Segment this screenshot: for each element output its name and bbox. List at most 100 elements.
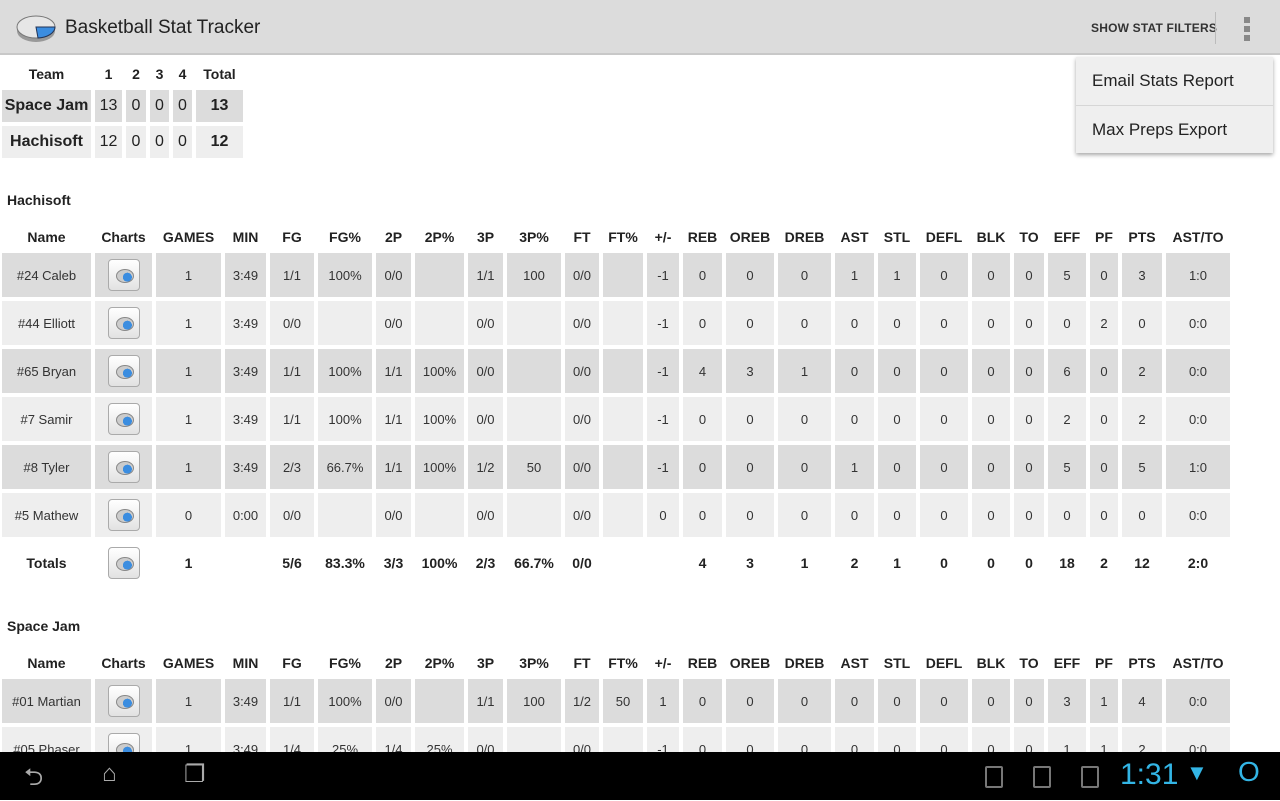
stat-cell: 100% [318, 253, 372, 297]
column-header: DEFL [925, 229, 963, 245]
column-header: MIN [232, 655, 259, 671]
stat-cell: 0/0 [565, 493, 599, 537]
scoreboard-cell: 0 [150, 126, 169, 158]
stat-cell: 3/3 [383, 555, 404, 571]
column-header: TO [1019, 655, 1039, 671]
column-header: BLK [976, 655, 1006, 671]
show-stat-filters-button[interactable]: SHOW STAT FILTERS [1091, 21, 1218, 35]
player-name: #01 Martian [2, 679, 91, 723]
scoreboard-header-cell: 1 [104, 66, 113, 82]
stat-cell: 0/0 [376, 301, 411, 345]
stat-cell: 0 [726, 301, 774, 345]
column-header: TO [1019, 229, 1039, 245]
stat-cell: 1 [184, 555, 193, 571]
stat-cell: 1/1 [376, 397, 411, 441]
column-header: 3P% [519, 655, 549, 671]
stat-cell: 0 [778, 493, 831, 537]
player-row: #65 Bryan 1 3:49 1/1 100% 1/1 100% 0/0 0/0 -1 4 3 1 0… [2, 349, 1230, 393]
column-header-row: Name Charts GAMES MIN FG FG% 2P 2P% 3P 3P% FT FT% +/… [2, 651, 1230, 675]
stat-cell: 3 [746, 555, 754, 571]
stat-cell: 0 [778, 445, 831, 489]
stat-cell: 0 [972, 397, 1010, 441]
player-name: #8 Tyler [2, 445, 91, 489]
charts-cell [95, 301, 152, 345]
back-icon[interactable]: ⮌ [24, 764, 44, 791]
menu-item-max-preps-export[interactable]: Max Preps Export [1076, 105, 1273, 153]
stat-cell: 4 [1122, 679, 1162, 723]
stat-cell: 0:00 [225, 493, 266, 537]
stat-cell: 1 [878, 253, 916, 297]
stat-cell: 66.7% [514, 555, 554, 571]
stat-cell: 100% [318, 349, 372, 393]
column-header: Charts [101, 229, 146, 245]
stat-cell [507, 349, 561, 393]
stat-cell: 0 [878, 679, 916, 723]
stat-cell: 0 [878, 493, 916, 537]
stat-cell: 0 [835, 679, 874, 723]
stat-cell: 1/1 [376, 349, 411, 393]
stat-cell: 0 [987, 555, 995, 571]
column-header: FG [282, 229, 302, 245]
column-header: AST/TO [1172, 229, 1224, 245]
stat-cell: 0 [972, 349, 1010, 393]
column-header: FG% [329, 655, 361, 671]
divider [1215, 12, 1216, 44]
column-header: EFF [1053, 655, 1081, 671]
team-stats-table: Name Charts GAMES MIN FG FG% 2P 2P% 3P 3P% FT FT% +/… [0, 221, 1234, 589]
column-header: FT [573, 655, 591, 671]
stat-cell [603, 253, 643, 297]
charts-button-icon[interactable] [107, 547, 140, 579]
stat-cell: 1:0 [1166, 445, 1230, 489]
stat-cell: 1/1 [270, 679, 314, 723]
charts-button-icon[interactable] [107, 451, 140, 483]
stat-cell: 0 [683, 679, 722, 723]
stat-cell: 3:49 [225, 445, 266, 489]
stat-cell [415, 301, 464, 345]
stat-cell: 0 [683, 397, 722, 441]
stat-cell: 83.3% [325, 555, 365, 571]
stat-cell [603, 541, 643, 585]
stat-cell: 0 [1025, 555, 1033, 571]
charts-button-icon[interactable] [107, 259, 140, 291]
stat-cell: 100% [415, 349, 464, 393]
player-row: #7 Samir 1 3:49 1/1 100% 1/1 100% 0/0 0/0 -1 0 0 0 0 0… [2, 397, 1230, 441]
stat-cell: 1 [647, 679, 679, 723]
column-header: 2P [384, 655, 403, 671]
charts-cell [95, 349, 152, 393]
stat-cell: 0 [778, 679, 831, 723]
charts-button-icon[interactable] [107, 307, 140, 339]
charts-cell [95, 397, 152, 441]
stat-cell: 1/2 [565, 679, 599, 723]
stat-cell: 0/0 [376, 493, 411, 537]
stat-cell: 0 [920, 679, 968, 723]
stat-cell: 0/0 [468, 493, 503, 537]
stat-cell: 0 [1014, 301, 1044, 345]
column-header: PF [1095, 655, 1113, 671]
menu-item-email-stats-report[interactable]: Email Stats Report [1092, 71, 1234, 90]
recent-apps-icon[interactable]: ❐ [184, 761, 206, 788]
charts-button-icon[interactable] [107, 355, 140, 387]
team-heading: Space Jam [7, 618, 81, 634]
charts-cell [95, 679, 152, 723]
stat-cell: 0 [156, 493, 221, 537]
column-header: 3P% [519, 229, 549, 245]
stat-cell: 0 [683, 445, 722, 489]
column-header: FT% [608, 655, 638, 671]
column-header: PTS [1128, 655, 1156, 671]
column-header: 3P [476, 229, 495, 245]
home-icon[interactable]: ⌂ [102, 760, 117, 787]
stat-cell: 0 [683, 253, 722, 297]
overflow-menu-icon[interactable] [1244, 17, 1252, 41]
charts-button-icon[interactable] [107, 403, 140, 435]
stat-cell: 0 [835, 493, 874, 537]
stat-cell: 50 [603, 679, 643, 723]
charts-button-icon[interactable] [107, 685, 140, 717]
stat-cell [507, 397, 561, 441]
scoreboard-cell: 13 [196, 90, 243, 122]
scoreboard-header-cell: 3 [155, 66, 164, 82]
column-header: STL [883, 229, 911, 245]
column-header: OREB [729, 655, 771, 671]
charts-button-icon[interactable] [107, 499, 140, 531]
stat-cell: 0 [778, 397, 831, 441]
totals-row: Totals 1 5/6 83.3% 3/3 100% 2/3 66.7% 0/0 4 3 1 2 1 0 0… [2, 541, 1230, 585]
